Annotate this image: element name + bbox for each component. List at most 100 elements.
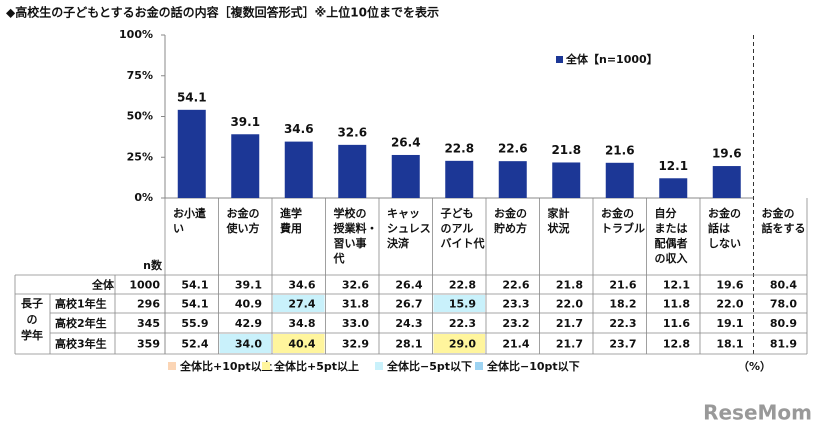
category-label: 貯め方 <box>494 221 527 235</box>
category-label: トラブル <box>601 221 645 235</box>
cell-value: 26.4 <box>395 279 422 292</box>
cell-value: 39.1 <box>235 279 262 292</box>
bar-value-label: 21.6 <box>605 143 635 157</box>
category-label: 進学 <box>280 206 302 220</box>
cell-value: 18.1 <box>716 338 743 351</box>
category-label: バイト代 <box>441 236 485 250</box>
cell-value: 12.8 <box>663 338 690 351</box>
highlight-label: 全体比−5pt以下 <box>386 359 472 373</box>
bar-value-label: 22.8 <box>444 141 474 155</box>
y-tick-label: 100% <box>119 28 153 41</box>
cell-value: 32.6 <box>342 279 369 292</box>
cell-value: 31.8 <box>342 298 369 311</box>
highlight-swatch <box>375 362 383 370</box>
category-label: お金の <box>494 206 527 220</box>
category-label: 子ども <box>441 207 474 220</box>
cell-value: 22.0 <box>556 298 583 311</box>
cell-value: 29.0 <box>449 338 476 351</box>
cell-value: 11.6 <box>663 317 690 330</box>
group-label: の <box>27 313 38 326</box>
cell-value: 34.8 <box>288 317 315 330</box>
bar-value-label: 12.1 <box>658 159 688 173</box>
category-label: お金の <box>601 206 634 220</box>
cell-value: 18.2 <box>609 298 636 311</box>
highlight-swatch <box>168 362 176 370</box>
bar <box>177 109 206 198</box>
bar <box>498 161 527 198</box>
row-label: 全体 <box>91 278 115 292</box>
cell-highlight <box>433 295 485 312</box>
bar <box>552 162 581 198</box>
group-label: 学年 <box>21 328 43 342</box>
category-label: お金の <box>227 206 260 220</box>
row-label: 高校2年生 <box>55 316 107 330</box>
cell-value: 21.6 <box>609 279 636 292</box>
cell-value: 21.4 <box>502 338 529 351</box>
bar-value-label: 32.6 <box>337 125 367 139</box>
bar <box>712 166 741 198</box>
cell-value: 21.7 <box>556 317 583 330</box>
cell-value: 40.4 <box>288 338 315 351</box>
cell-value: 34.6 <box>288 279 315 292</box>
category-label: または <box>655 222 688 235</box>
category-label: しない <box>708 237 741 250</box>
cell-value: 78.0 <box>770 298 797 311</box>
row-label: 高校1年生 <box>55 297 107 311</box>
bar <box>391 154 420 198</box>
bar <box>338 144 367 198</box>
category-label: 自分 <box>655 206 677 220</box>
row-n: 1000 <box>129 279 160 292</box>
cell-value: 28.1 <box>395 338 422 351</box>
cell-value: 27.4 <box>288 298 315 311</box>
cell-value: 23.3 <box>502 298 529 311</box>
bar-value-label: 39.1 <box>230 115 260 129</box>
category-label: 決済 <box>387 236 410 250</box>
bar-value-label: 21.8 <box>551 143 581 157</box>
category-label: 学校の <box>334 206 367 220</box>
highlight-label: 全体比+5pt以上 <box>273 359 359 373</box>
bar-value-label: 34.6 <box>284 122 314 136</box>
y-tick-label: 25% <box>127 150 153 163</box>
category-label: 話は <box>708 221 730 235</box>
y-tick-label: 0% <box>134 191 153 204</box>
row-n: 359 <box>137 338 160 351</box>
cell-value: 22.0 <box>716 298 743 311</box>
category-label: の収入 <box>655 252 688 265</box>
cell-highlight <box>273 334 325 353</box>
cell-value: 19.6 <box>716 279 743 292</box>
category-label: シュレス <box>387 222 431 235</box>
cell-value: 32.9 <box>342 338 369 351</box>
chart-title: ◆高校生の子どもとするお金の話の内容［複数回答形式］※上位10位までを表示 <box>6 5 439 20</box>
cell-value: 52.4 <box>181 338 208 351</box>
y-tick-label: 75% <box>127 69 153 82</box>
category-label: キャッ <box>387 207 420 220</box>
cell-highlight <box>273 295 325 312</box>
category-label: お金の <box>762 206 795 220</box>
bar <box>284 141 313 198</box>
category-label: い <box>173 222 184 235</box>
row-n: 345 <box>137 317 160 330</box>
y-tick-label: 50% <box>127 110 153 123</box>
category-label: 費用 <box>279 221 302 235</box>
cell-value: 22.3 <box>609 317 636 330</box>
cell-value: 26.7 <box>395 298 422 311</box>
category-label: 習い事 <box>334 236 367 250</box>
row-n: 296 <box>137 298 160 311</box>
cell-value: 23.7 <box>609 338 636 351</box>
cell-value: 11.8 <box>663 298 690 311</box>
cell-value: 19.1 <box>716 317 743 330</box>
bar-value-label: 22.6 <box>498 142 528 156</box>
category-label: 代 <box>333 251 345 265</box>
cell-value: 55.9 <box>181 317 208 330</box>
cell-value: 54.1 <box>181 298 208 311</box>
category-label: 家計 <box>548 206 570 220</box>
row-label: 高校3年生 <box>55 337 107 351</box>
cell-value: 12.1 <box>663 279 690 292</box>
bar <box>659 178 688 198</box>
category-label: 配偶者 <box>655 236 688 250</box>
cell-value: 22.8 <box>449 279 476 292</box>
cell-value: 21.7 <box>556 338 583 351</box>
bar-value-label: 54.1 <box>177 90 207 104</box>
bar <box>605 162 634 198</box>
cell-highlight <box>433 334 485 353</box>
